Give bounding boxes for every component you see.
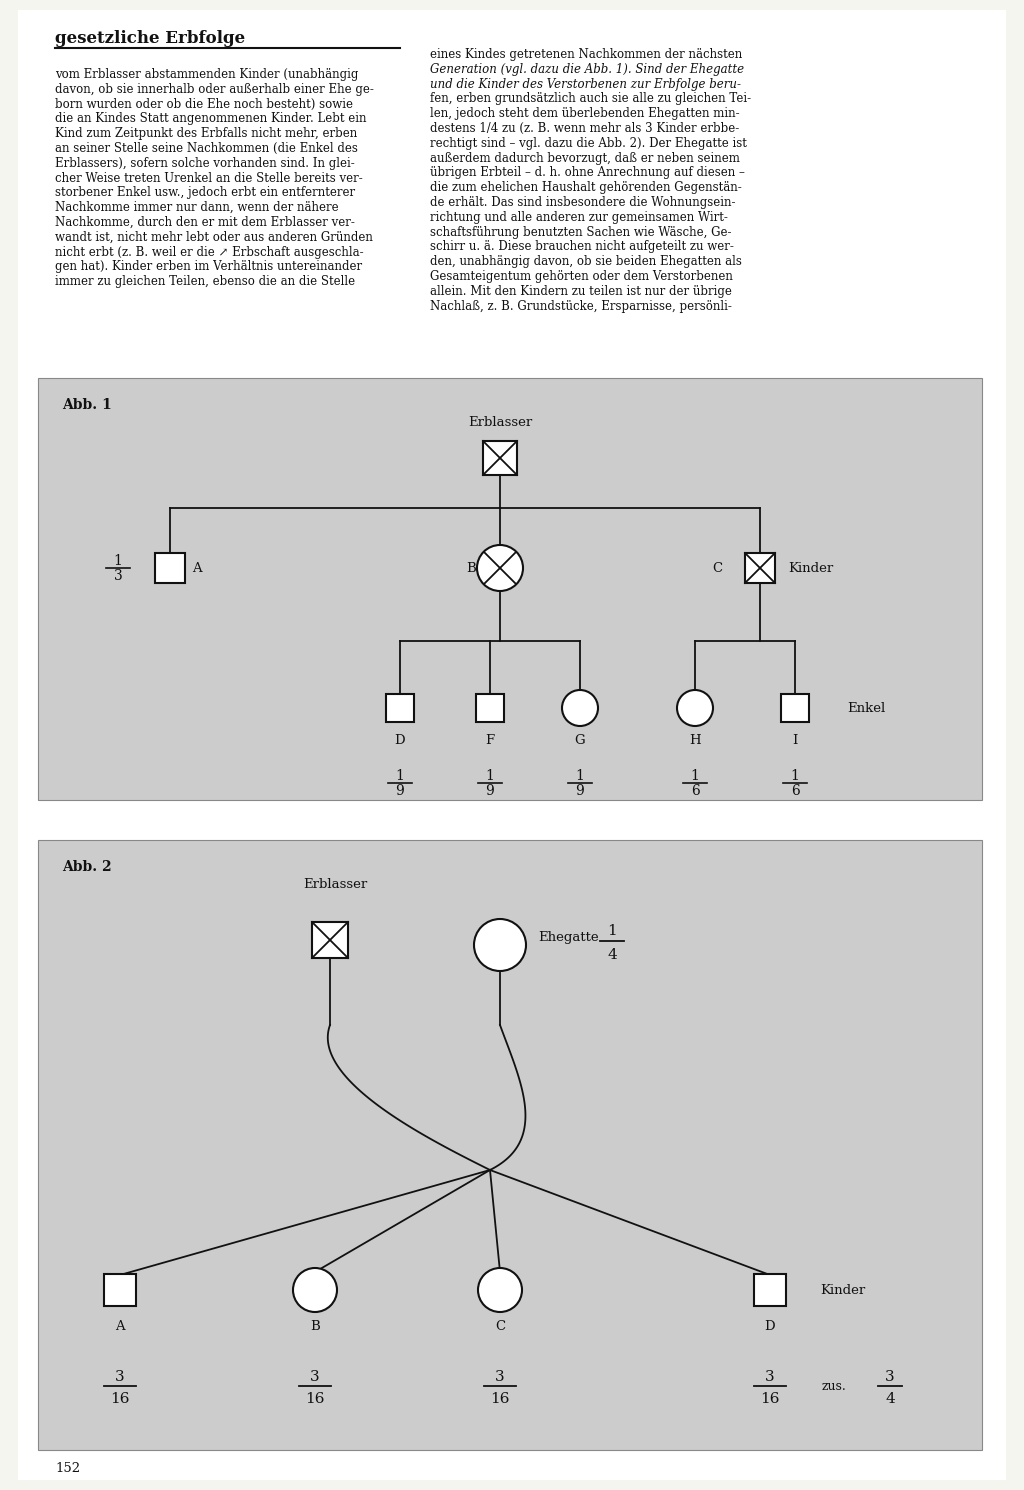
Circle shape [478,1268,522,1313]
Text: außerdem dadurch bevorzugt, daß er neben seinem: außerdem dadurch bevorzugt, daß er neben… [430,152,740,164]
Text: born wurden oder ob die Ehe noch besteht) sowie: born wurden oder ob die Ehe noch besteht… [55,98,353,110]
Text: Erblassers), sofern solche vorhanden sind. In glei-: Erblassers), sofern solche vorhanden sin… [55,156,354,170]
Text: C: C [712,562,722,575]
Text: 3: 3 [496,1369,505,1384]
Text: cher Weise treten Urenkel an die Stelle bereits ver-: cher Weise treten Urenkel an die Stelle … [55,171,362,185]
Text: 4: 4 [885,1392,895,1407]
Text: G: G [574,735,586,746]
Text: Erblasser: Erblasser [468,416,532,429]
Text: gesetzliche Erbfolge: gesetzliche Erbfolge [55,30,245,48]
Text: 1: 1 [395,769,404,784]
Bar [312,922,348,958]
Text: C: C [495,1320,505,1334]
Bar [781,694,809,723]
Text: A: A [115,1320,125,1334]
Text: destens 1/4 zu (z. B. wenn mehr als 3 Kinder erbbe-: destens 1/4 zu (z. B. wenn mehr als 3 Ki… [430,122,739,136]
Bar [745,553,775,583]
Text: 16: 16 [111,1392,130,1407]
Text: 152: 152 [55,1462,80,1475]
Bar [104,1274,136,1307]
Circle shape [562,690,598,726]
Text: 9: 9 [395,784,404,799]
Text: D: D [394,735,406,746]
Text: storbener Enkel usw., jedoch erbt ein entfernterer: storbener Enkel usw., jedoch erbt ein en… [55,186,355,200]
Text: Generation (vgl. dazu die Abb. 1). Sind der Ehegatte: Generation (vgl. dazu die Abb. 1). Sind … [430,63,744,76]
Text: len, jedoch steht dem überlebenden Ehegatten min-: len, jedoch steht dem überlebenden Ehega… [430,107,739,121]
Text: allein. Mit den Kindern zu teilen ist nur der übrige: allein. Mit den Kindern zu teilen ist nu… [430,285,732,298]
Circle shape [477,545,523,592]
Text: D: D [765,1320,775,1334]
Text: 3: 3 [765,1369,775,1384]
Text: H: H [689,735,700,746]
Bar [38,840,982,1450]
Text: Abb. 1: Abb. 1 [62,398,112,413]
Bar [38,378,982,800]
Text: 1: 1 [690,769,699,784]
Bar [155,553,185,583]
Text: fen, erben grundsätzlich auch sie alle zu gleichen Tei-: fen, erben grundsätzlich auch sie alle z… [430,92,752,106]
Text: die an Kindes Statt angenommenen Kinder. Lebt ein: die an Kindes Statt angenommenen Kinder.… [55,112,367,125]
Text: 1: 1 [607,924,616,939]
Text: 3: 3 [115,1369,125,1384]
Text: F: F [485,735,495,746]
Text: Kind zum Zeitpunkt des Erbfalls nicht mehr, erben: Kind zum Zeitpunkt des Erbfalls nicht me… [55,127,357,140]
Text: schirr u. ä. Diese brauchen nicht aufgeteilt zu wer-: schirr u. ä. Diese brauchen nicht aufget… [430,240,734,253]
Bar [386,694,414,723]
Text: Nachkomme, durch den er mit dem Erblasser ver-: Nachkomme, durch den er mit dem Erblasse… [55,216,355,229]
Text: 16: 16 [490,1392,510,1407]
Text: schaftsführung benutzten Sachen wie Wäsche, Ge-: schaftsführung benutzten Sachen wie Wäsc… [430,225,731,238]
Text: 3: 3 [885,1369,895,1384]
Text: 3: 3 [310,1369,319,1384]
Text: I: I [793,735,798,746]
Text: davon, ob sie innerhalb oder außerhalb einer Ehe ge-: davon, ob sie innerhalb oder außerhalb e… [55,83,374,95]
Text: B: B [466,562,476,575]
Circle shape [293,1268,337,1313]
Text: de erhält. Das sind insbesondere die Wohnungsein-: de erhält. Das sind insbesondere die Woh… [430,197,735,209]
Text: an seiner Stelle seine Nachkommen (die Enkel des: an seiner Stelle seine Nachkommen (die E… [55,142,357,155]
Text: den, unabhängig davon, ob sie beiden Ehegatten als: den, unabhängig davon, ob sie beiden Ehe… [430,255,741,268]
Text: 6: 6 [690,784,699,799]
Text: Ehegatte: Ehegatte [538,930,599,943]
Text: Abb. 2: Abb. 2 [62,860,112,875]
Text: vom Erblasser abstammenden Kinder (unabhängig: vom Erblasser abstammenden Kinder (unabh… [55,69,358,80]
Text: 4: 4 [607,948,616,963]
Text: 1: 1 [575,769,585,784]
Text: die zum ehelichen Haushalt gehörenden Gegenstän-: die zum ehelichen Haushalt gehörenden Ge… [430,182,741,194]
Text: immer zu gleichen Teilen, ebenso die an die Stelle: immer zu gleichen Teilen, ebenso die an … [55,276,355,288]
Text: wandt ist, nicht mehr lebt oder aus anderen Gründen: wandt ist, nicht mehr lebt oder aus ande… [55,231,373,244]
Text: 1: 1 [114,554,123,568]
Text: übrigen Erbteil – d. h. ohne Anrechnung auf diesen –: übrigen Erbteil – d. h. ohne Anrechnung … [430,167,744,179]
Text: zus.: zus. [822,1381,847,1393]
Text: Nachkomme immer nur dann, wenn der nähere: Nachkomme immer nur dann, wenn der näher… [55,201,339,215]
Text: Kinder: Kinder [788,562,834,575]
Text: Kinder: Kinder [820,1283,865,1296]
Text: 3: 3 [114,569,123,583]
Text: eines Kindes getretenen Nachkommen der nächsten: eines Kindes getretenen Nachkommen der n… [430,48,742,61]
Bar [483,441,517,475]
Text: Nachlaß, z. B. Grundstücke, Ersparnisse, persönli-: Nachlaß, z. B. Grundstücke, Ersparnisse,… [430,299,732,313]
Text: rechtigt sind – vgl. dazu die Abb. 2). Der Ehegatte ist: rechtigt sind – vgl. dazu die Abb. 2). D… [430,137,746,150]
Circle shape [677,690,713,726]
Text: Gesamteigentum gehörten oder dem Verstorbenen: Gesamteigentum gehörten oder dem Verstor… [430,270,733,283]
Text: und die Kinder des Verstorbenen zur Erbfolge beru-: und die Kinder des Verstorbenen zur Erbf… [430,77,741,91]
Text: gen hat). Kinder erben im Verhältnis untereinander: gen hat). Kinder erben im Verhältnis unt… [55,261,362,273]
Text: B: B [310,1320,319,1334]
Bar [754,1274,786,1307]
Text: 6: 6 [791,784,800,799]
Text: 1: 1 [485,769,495,784]
Text: A: A [193,562,202,575]
Text: 1: 1 [791,769,800,784]
Bar [476,694,504,723]
Circle shape [474,919,526,971]
Text: 9: 9 [575,784,585,799]
Text: 9: 9 [485,784,495,799]
Text: 16: 16 [760,1392,779,1407]
Text: 16: 16 [305,1392,325,1407]
Text: nicht erbt (z. B. weil er die ↗ Erbschaft ausgeschla-: nicht erbt (z. B. weil er die ↗ Erbschaf… [55,246,364,259]
Text: richtung und alle anderen zur gemeinsamen Wirt-: richtung und alle anderen zur gemeinsame… [430,210,728,224]
Text: Enkel: Enkel [847,702,886,715]
Text: Erblasser: Erblasser [303,878,368,891]
